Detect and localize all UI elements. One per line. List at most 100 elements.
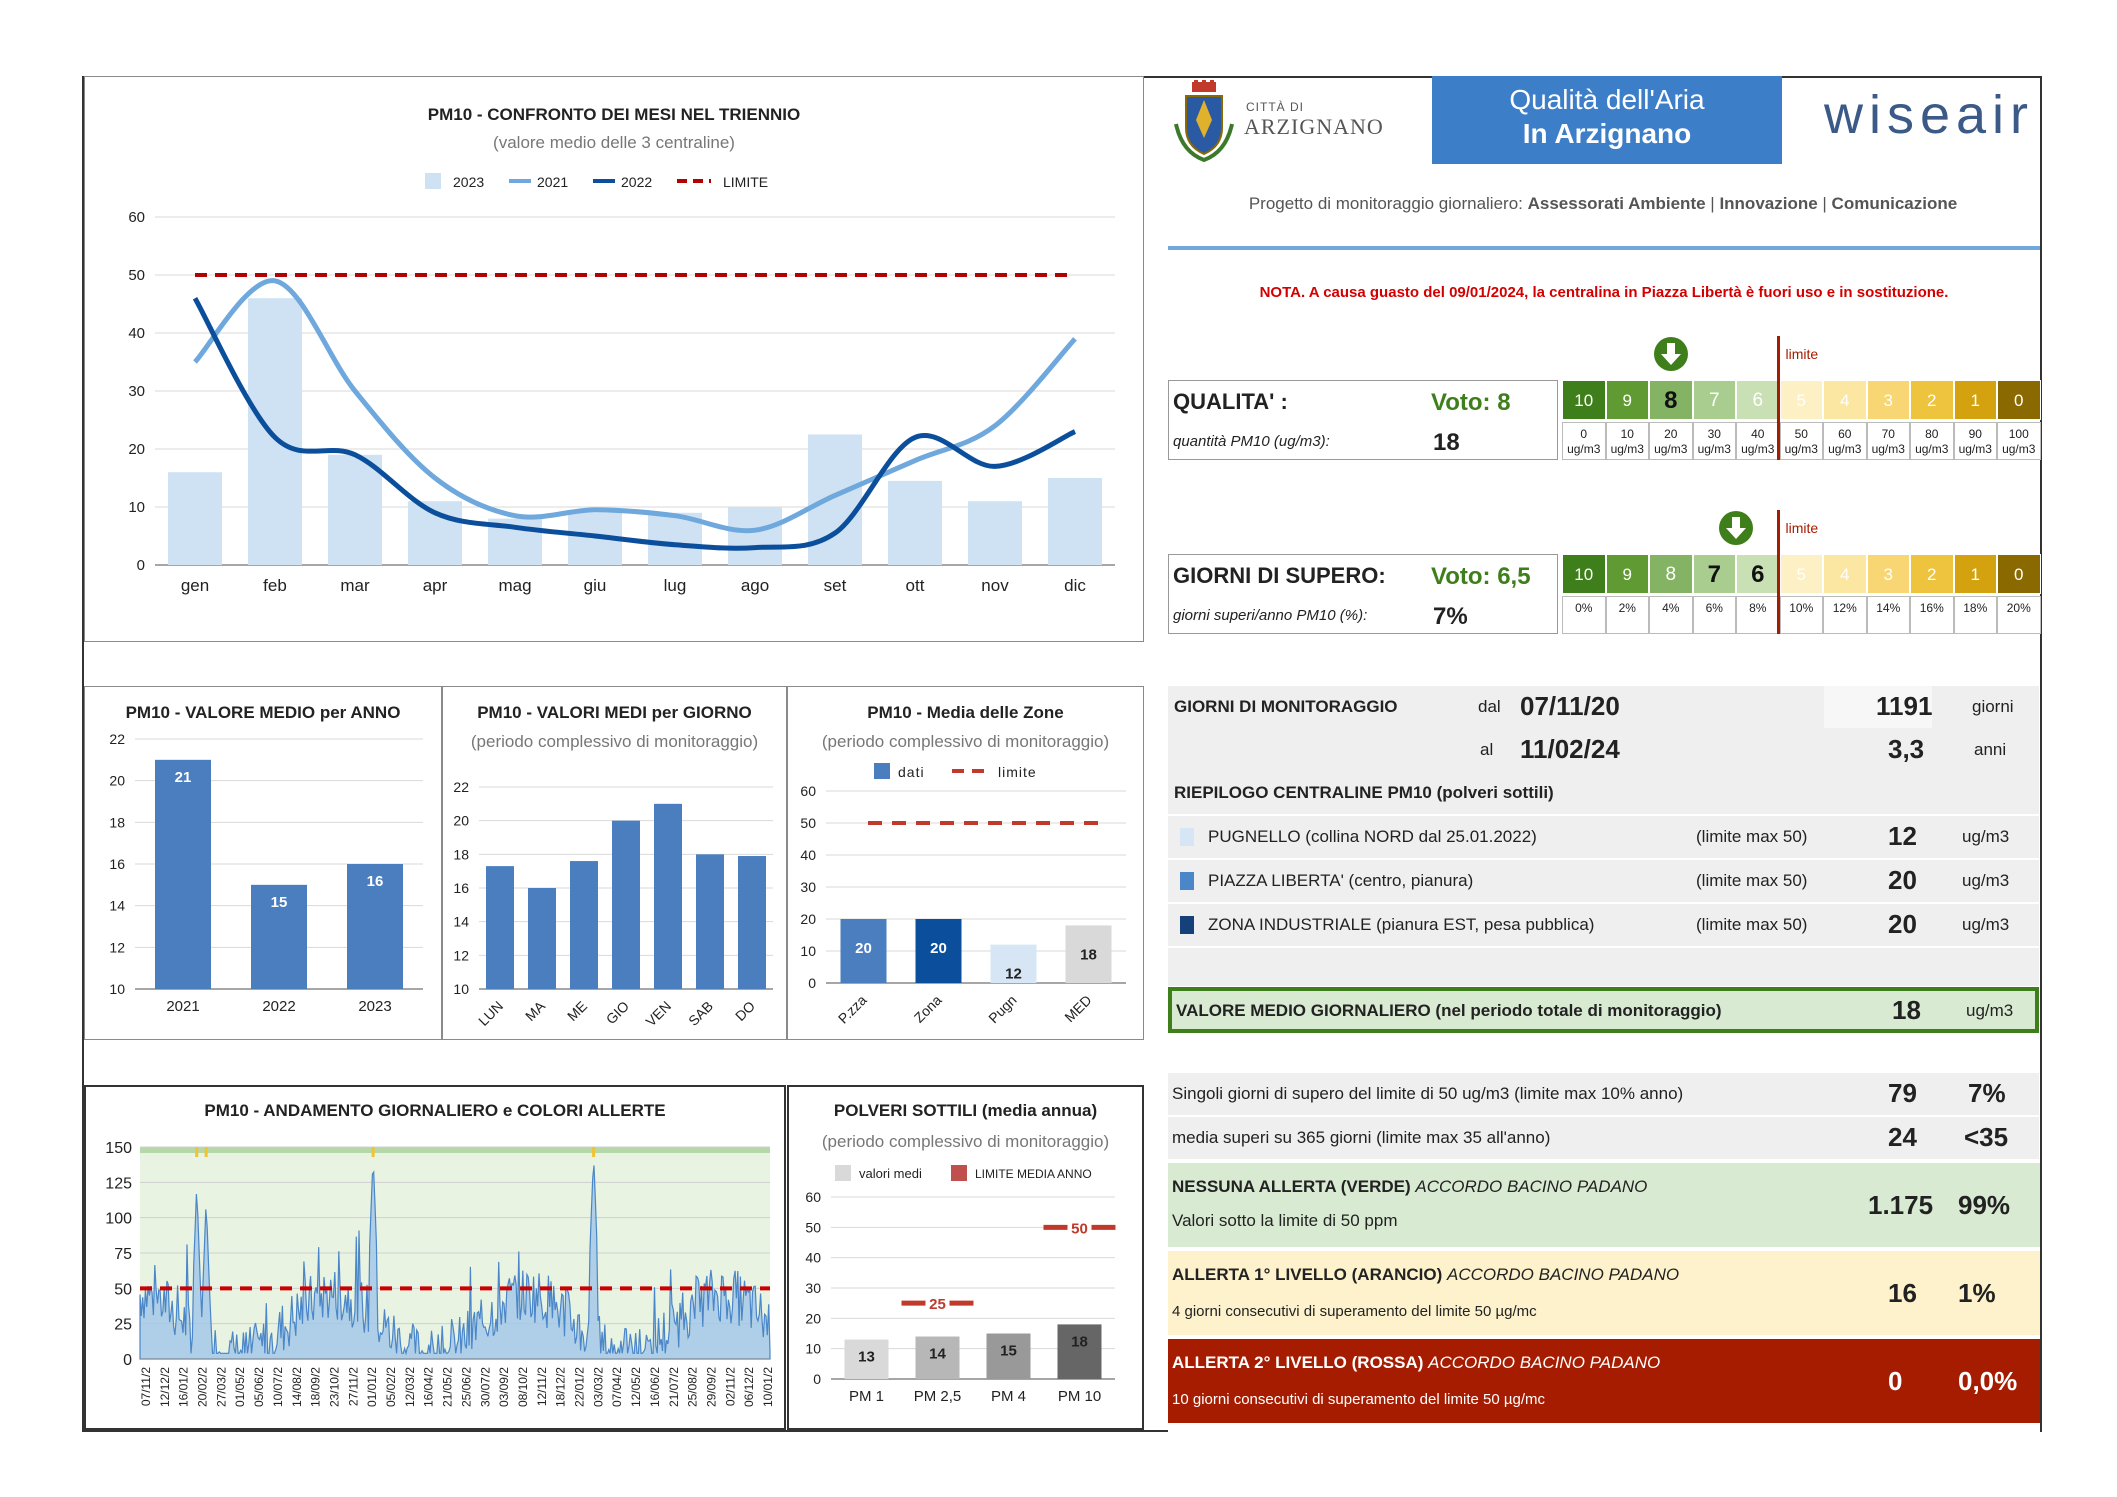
bar-nov bbox=[968, 501, 1022, 565]
station-name: PUGNELLO (collina NORD dal 25.01.2022) bbox=[1208, 827, 1537, 846]
alert-row: NESSUNA ALLERTA (VERDE) ACCORDO BACINO P… bbox=[1168, 1163, 2040, 1247]
quality-threshold-value: 60 bbox=[1838, 427, 1852, 441]
station-row: PIAZZA LIBERTA' (centro, pianura) (limite… bbox=[1168, 860, 2039, 902]
y-tick-label: 20 bbox=[805, 1310, 821, 1326]
x-tick-label: 07/04/2 bbox=[610, 1367, 624, 1407]
quality-threshold-unit: ug/m3 bbox=[1958, 442, 1992, 456]
station-row: PUGNELLO (collina NORD dal 25.01.2022) (l… bbox=[1168, 816, 2039, 858]
exceed-threshold-value: 20% bbox=[2006, 601, 2031, 615]
quality-threshold-cell: 50 ug/m3 bbox=[1779, 422, 1823, 460]
quality-sub-label: quantità PM10 (ug/m3): bbox=[1173, 433, 1330, 450]
x-tick-label: 2021 bbox=[166, 998, 199, 1015]
daily-mean-label: VALORE MEDIO GIORNALIERO (nel periodo to… bbox=[1176, 1001, 1722, 1020]
x-tick-label: 16/04/2 bbox=[422, 1367, 436, 1407]
x-tick-label: 25/08/2 bbox=[686, 1367, 700, 1407]
quality-score-cell: 1 bbox=[1953, 380, 1997, 420]
exceed-score-cell: 5 bbox=[1779, 554, 1823, 594]
monitoring-row-to: al 11/02/24 3,3 anni bbox=[1168, 728, 2039, 772]
alert-value: 1.175 bbox=[1868, 1190, 1934, 1220]
frame-left-line bbox=[82, 76, 84, 1432]
quality-threshold-cell: 90 ug/m3 bbox=[1953, 422, 1997, 460]
x-tick-label: 08/10/2 bbox=[516, 1367, 530, 1407]
x-tick-label: 05/02/2 bbox=[384, 1367, 398, 1407]
y-tick-label: 40 bbox=[800, 847, 816, 863]
alert-accord: ACCORDO BACINO PADANO bbox=[1428, 1353, 1661, 1372]
bar-PM 10 bbox=[1057, 1324, 1102, 1379]
station-value: 20 bbox=[1888, 909, 1917, 939]
bar-dic bbox=[1048, 478, 1102, 565]
alert-title-line: ALLERTA 2° LIVELLO (ROSSA) ACCORDO BACIN… bbox=[1172, 1353, 1660, 1373]
quality-threshold-unit: ug/m3 bbox=[1610, 442, 1644, 456]
bar-PM 2,5 bbox=[915, 1336, 960, 1379]
station-limit: (limite max 50) bbox=[1696, 827, 1808, 846]
station-unit: ug/m3 bbox=[1962, 871, 2010, 890]
limit-label: 50 bbox=[1071, 1220, 1088, 1237]
bar-VEN bbox=[654, 803, 682, 989]
monitoring-to-date: 11/02/24 bbox=[1520, 734, 1620, 764]
exceed-threshold-value: 18% bbox=[1963, 601, 1988, 615]
x-tick-label: PM 2,5 bbox=[914, 1388, 962, 1405]
x-tick-label: ott bbox=[906, 576, 925, 595]
avg-exceed-value: 24 bbox=[1888, 1122, 1917, 1152]
x-tick-label: 05/06/2 bbox=[252, 1367, 266, 1407]
exceed-score-cell: 4 bbox=[1823, 554, 1867, 594]
exceed-threshold-value: 8% bbox=[1749, 601, 1767, 615]
quality-threshold-value: 70 bbox=[1881, 427, 1895, 441]
legend-label: LIMITE bbox=[723, 174, 768, 190]
quality-title: QUALITA' : bbox=[1173, 389, 1288, 414]
exceed-threshold-value: 10% bbox=[1789, 601, 1814, 615]
monthly-chart-title: PM10 - CONFRONTO DEI MESI NEL TRIENNIO bbox=[427, 105, 801, 124]
monitoring-from-label: dal bbox=[1478, 697, 1501, 716]
x-tick-label: 03/09/2 bbox=[497, 1367, 511, 1407]
frame-right-line bbox=[2040, 76, 2042, 1432]
quality-threshold-unit: ug/m3 bbox=[1784, 442, 1818, 456]
banner-line-2: In Arzignano bbox=[1522, 118, 1692, 149]
alert-pct: 0,0% bbox=[1958, 1366, 2018, 1396]
alert-desc: Valori sotto la limite di 50 ppm bbox=[1172, 1211, 1398, 1230]
x-tick-label: giu bbox=[584, 576, 607, 595]
x-tick-label: mag bbox=[498, 576, 531, 595]
exceed-threshold-value: 12% bbox=[1832, 601, 1857, 615]
bar-DO bbox=[738, 856, 766, 989]
station-value: 20 bbox=[1888, 865, 1917, 895]
y-tick-label: 50 bbox=[114, 1281, 132, 1298]
y-tick-label: 20 bbox=[453, 813, 469, 829]
x-tick-label: lug bbox=[664, 576, 687, 595]
station-color-swatch bbox=[1180, 872, 1194, 890]
monthly-chart-subtitle: (valore medio delle 3 centraline) bbox=[493, 133, 735, 152]
city-logo: CITTÀ DI ARZIGNANO bbox=[1172, 80, 1412, 162]
exceed-score-cell: 3 bbox=[1866, 554, 1910, 594]
station-limit: (limite max 50) bbox=[1696, 871, 1808, 890]
pm-chart: 0 10 20 30 40 50 60 13 PM 1 14 PM 2,5 15 PM 4 18 PM 10… bbox=[805, 1165, 1116, 1405]
y-tick-label: 75 bbox=[114, 1246, 132, 1263]
alert-value: 0 bbox=[1888, 1366, 1903, 1396]
data-label: 21 bbox=[175, 769, 192, 786]
y-tick-label: 0 bbox=[813, 1371, 821, 1387]
x-tick-label: VEN bbox=[642, 998, 674, 1030]
y-tick-label: 22 bbox=[453, 779, 469, 795]
alert-accord: ACCORDO BACINO PADANO bbox=[1447, 1265, 1680, 1284]
x-tick-label: 18/12/2 bbox=[554, 1367, 568, 1407]
quality-score-cell: 4 bbox=[1823, 380, 1867, 420]
bar-2021 bbox=[155, 759, 211, 989]
data-label: 12 bbox=[1005, 966, 1022, 983]
data-label: 14 bbox=[929, 1346, 946, 1363]
quality-threshold-value: 10 bbox=[1620, 427, 1634, 441]
quality-score-cell: 5 bbox=[1779, 380, 1823, 420]
x-tick-label: set bbox=[824, 576, 847, 595]
single-exceed-value: 79 bbox=[1888, 1078, 1917, 1108]
quality-threshold-value: 90 bbox=[1968, 427, 1982, 441]
exceed-score-cell: 8 bbox=[1649, 554, 1693, 594]
y-tick-label: 125 bbox=[105, 1175, 132, 1192]
station-color-swatch bbox=[1180, 828, 1194, 846]
exceed-threshold-cell: 4% bbox=[1649, 596, 1693, 634]
bar-MA bbox=[528, 888, 556, 989]
x-tick-label: feb bbox=[263, 576, 287, 595]
x-tick-label: 22/01/2 bbox=[573, 1367, 587, 1407]
monitoring-days: 1191 bbox=[1876, 691, 1933, 721]
limit-label: 25 bbox=[929, 1296, 946, 1313]
bar-MED bbox=[1065, 925, 1112, 983]
y-tick-label: 18 bbox=[453, 846, 469, 862]
bar-gen bbox=[168, 472, 222, 565]
y-tick-label: 30 bbox=[800, 879, 816, 895]
